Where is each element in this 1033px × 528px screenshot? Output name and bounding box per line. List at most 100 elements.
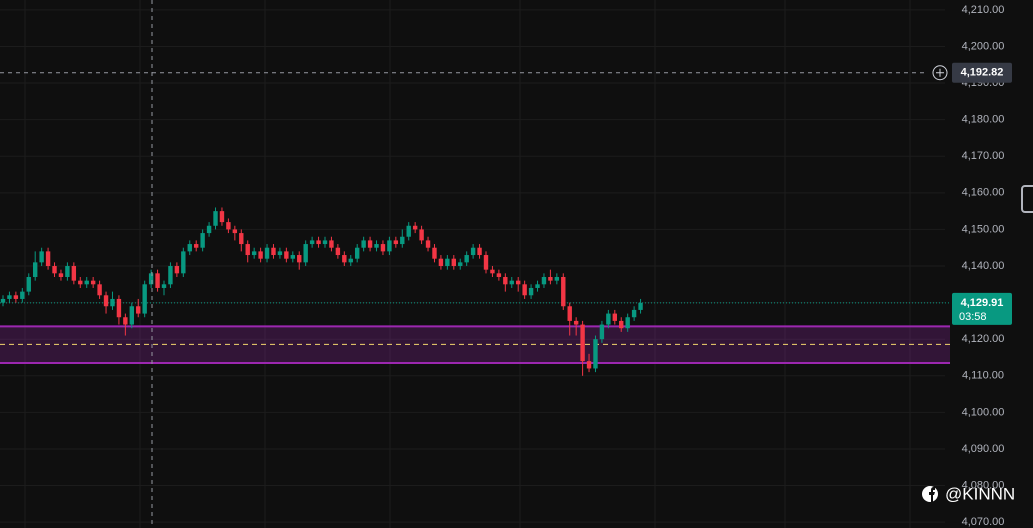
last-price-label: 4,129.91 <box>961 297 1004 309</box>
candle-body <box>445 258 450 267</box>
zone <box>0 326 950 363</box>
candle-body <box>387 240 392 252</box>
candle-body <box>541 276 547 285</box>
candle-body <box>586 361 592 369</box>
candle-body <box>522 284 527 296</box>
candle-body <box>400 236 405 245</box>
crosshair-label: 4,192.82 <box>961 67 1004 79</box>
candle-body <box>226 222 231 230</box>
candle-body <box>573 320 579 325</box>
y-tick-label: 4,080.00 <box>962 479 1005 491</box>
candle-body <box>496 273 502 277</box>
candle-body <box>116 298 122 318</box>
candle-body <box>26 276 31 292</box>
candle-body <box>483 255 489 270</box>
candle-body <box>200 233 205 248</box>
candle-body <box>638 302 643 310</box>
candle-body <box>239 233 244 245</box>
candle-body <box>58 273 64 277</box>
candle-body <box>367 240 373 248</box>
candle-body <box>155 273 160 288</box>
candle-body <box>33 262 38 277</box>
candle-body <box>7 295 12 299</box>
candle-body <box>625 317 630 329</box>
candle-body <box>110 298 115 307</box>
candle-body <box>406 225 411 237</box>
candle-body <box>148 273 154 285</box>
candle-body <box>509 280 514 285</box>
candle-body <box>97 284 102 296</box>
candle-body <box>631 309 637 318</box>
candle-body <box>264 247 270 259</box>
candle-body <box>309 240 315 245</box>
candle-body <box>535 284 540 288</box>
candle-body <box>438 258 444 267</box>
candle-body <box>290 255 295 259</box>
candle-body <box>245 244 250 256</box>
candle-body <box>219 211 225 223</box>
candle-body <box>71 266 77 281</box>
candle-body <box>161 284 167 288</box>
candle-body <box>561 276 566 307</box>
candle-body <box>425 240 431 248</box>
y-tick-label: 4,070.00 <box>962 516 1005 528</box>
candle-body <box>380 244 386 252</box>
candle-body <box>316 240 321 245</box>
candle-body <box>593 339 598 369</box>
candle-body <box>490 269 495 274</box>
crosshair-label-bg <box>952 62 1012 83</box>
scroll-handle[interactable] <box>1021 185 1033 213</box>
candle-body <box>612 313 617 321</box>
candle-body <box>528 287 534 296</box>
candle-body <box>393 240 399 245</box>
y-tick-label: 4,170.00 <box>962 150 1005 162</box>
candle-body <box>329 240 334 248</box>
candle-body <box>606 313 611 325</box>
watermark: @KINNN <box>945 484 1015 503</box>
candle-body <box>168 266 173 285</box>
y-tick-label: 4,210.00 <box>962 4 1005 16</box>
candle-body <box>567 306 572 321</box>
candle-body <box>477 247 482 256</box>
candle-body <box>206 225 212 234</box>
y-tick-label: 4,160.00 <box>962 187 1005 199</box>
candle-body <box>322 240 328 245</box>
fb-f <box>929 487 935 503</box>
y-tick-label: 4,120.00 <box>962 333 1005 345</box>
candle-body <box>251 251 257 256</box>
y-tick-label: 4,100.00 <box>962 406 1005 418</box>
candle-body <box>136 306 141 314</box>
candle-body <box>45 251 51 267</box>
add-alert-button[interactable] <box>932 65 948 81</box>
candle-body <box>84 280 89 285</box>
y-tick-label: 4,150.00 <box>962 223 1005 235</box>
candle-body <box>129 306 134 325</box>
candle-body <box>451 258 456 267</box>
candle-body <box>284 251 289 259</box>
candle-body <box>13 295 19 299</box>
candle-body <box>181 251 186 274</box>
candle-body <box>123 317 128 325</box>
candle-body <box>470 247 476 256</box>
candle-body <box>516 280 521 285</box>
candle-body <box>464 255 469 263</box>
candle-body <box>187 244 192 252</box>
countdown: 03:58 <box>959 311 987 323</box>
candle-body <box>580 324 585 362</box>
candle-body <box>355 247 360 259</box>
candle-body <box>20 291 25 299</box>
candle-body <box>258 251 263 259</box>
candle-body <box>213 211 218 226</box>
y-tick-label: 4,180.00 <box>962 114 1005 126</box>
candle-body <box>142 284 147 314</box>
candle-body <box>174 266 180 274</box>
candle-body <box>619 320 624 329</box>
candle-body <box>342 255 347 263</box>
candle-body <box>90 280 96 285</box>
candle-body <box>503 276 508 285</box>
candle-body <box>303 244 308 263</box>
candle-body <box>458 262 463 267</box>
candle-body <box>232 229 238 234</box>
last-price-bg <box>952 292 1012 325</box>
